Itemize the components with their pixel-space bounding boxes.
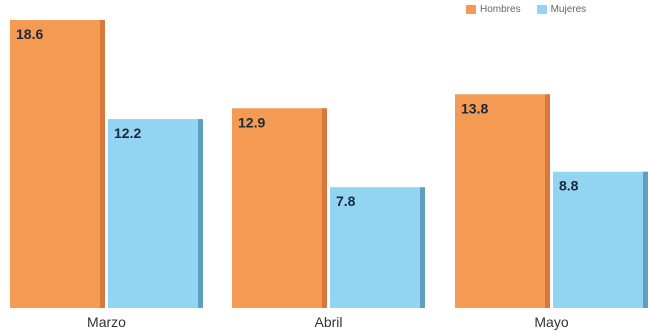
data-label-mujeres-abril: 7.8 xyxy=(336,193,356,209)
legend-item-hombres: Hombres xyxy=(466,4,521,15)
bar-mujeres-marzo xyxy=(108,119,203,308)
data-label-hombres-mayo: 13.8 xyxy=(461,100,488,116)
bar-edge-hombres-mayo xyxy=(545,94,550,309)
legend-label-hombres: Hombres xyxy=(480,4,521,15)
bar-edge-hombres-abril xyxy=(322,108,327,309)
bar-edge-mujeres-mayo xyxy=(643,171,648,308)
bar-edge-mujeres-abril xyxy=(420,187,425,308)
legend-swatch-hombres xyxy=(466,5,476,14)
data-label-mujeres-marzo: 12.2 xyxy=(114,125,141,141)
category-label-marzo: Marzo xyxy=(87,314,126,330)
legend: Hombres Mujeres xyxy=(466,4,596,15)
legend-item-mujeres: Mujeres xyxy=(536,4,587,15)
bar-hombres-marzo xyxy=(10,20,105,308)
bar-edge-mujeres-marzo xyxy=(198,119,203,308)
bar-hombres-abril xyxy=(232,108,327,309)
data-label-mujeres-mayo: 8.8 xyxy=(559,178,579,194)
data-label-hombres-marzo: 18.6 xyxy=(16,26,43,42)
legend-swatch-mujeres xyxy=(536,5,547,14)
bar-mujeres-abril xyxy=(330,187,425,308)
legend-label-mujeres: Mujeres xyxy=(550,4,587,15)
bar-hombres-mayo xyxy=(455,94,550,309)
data-label-hombres-abril: 12.9 xyxy=(238,114,265,130)
category-label-mayo: Mayo xyxy=(534,314,568,330)
bar-edge-hombres-marzo xyxy=(100,20,105,308)
bar-mujeres-mayo xyxy=(553,171,648,308)
category-label-abril: Abril xyxy=(314,314,342,330)
